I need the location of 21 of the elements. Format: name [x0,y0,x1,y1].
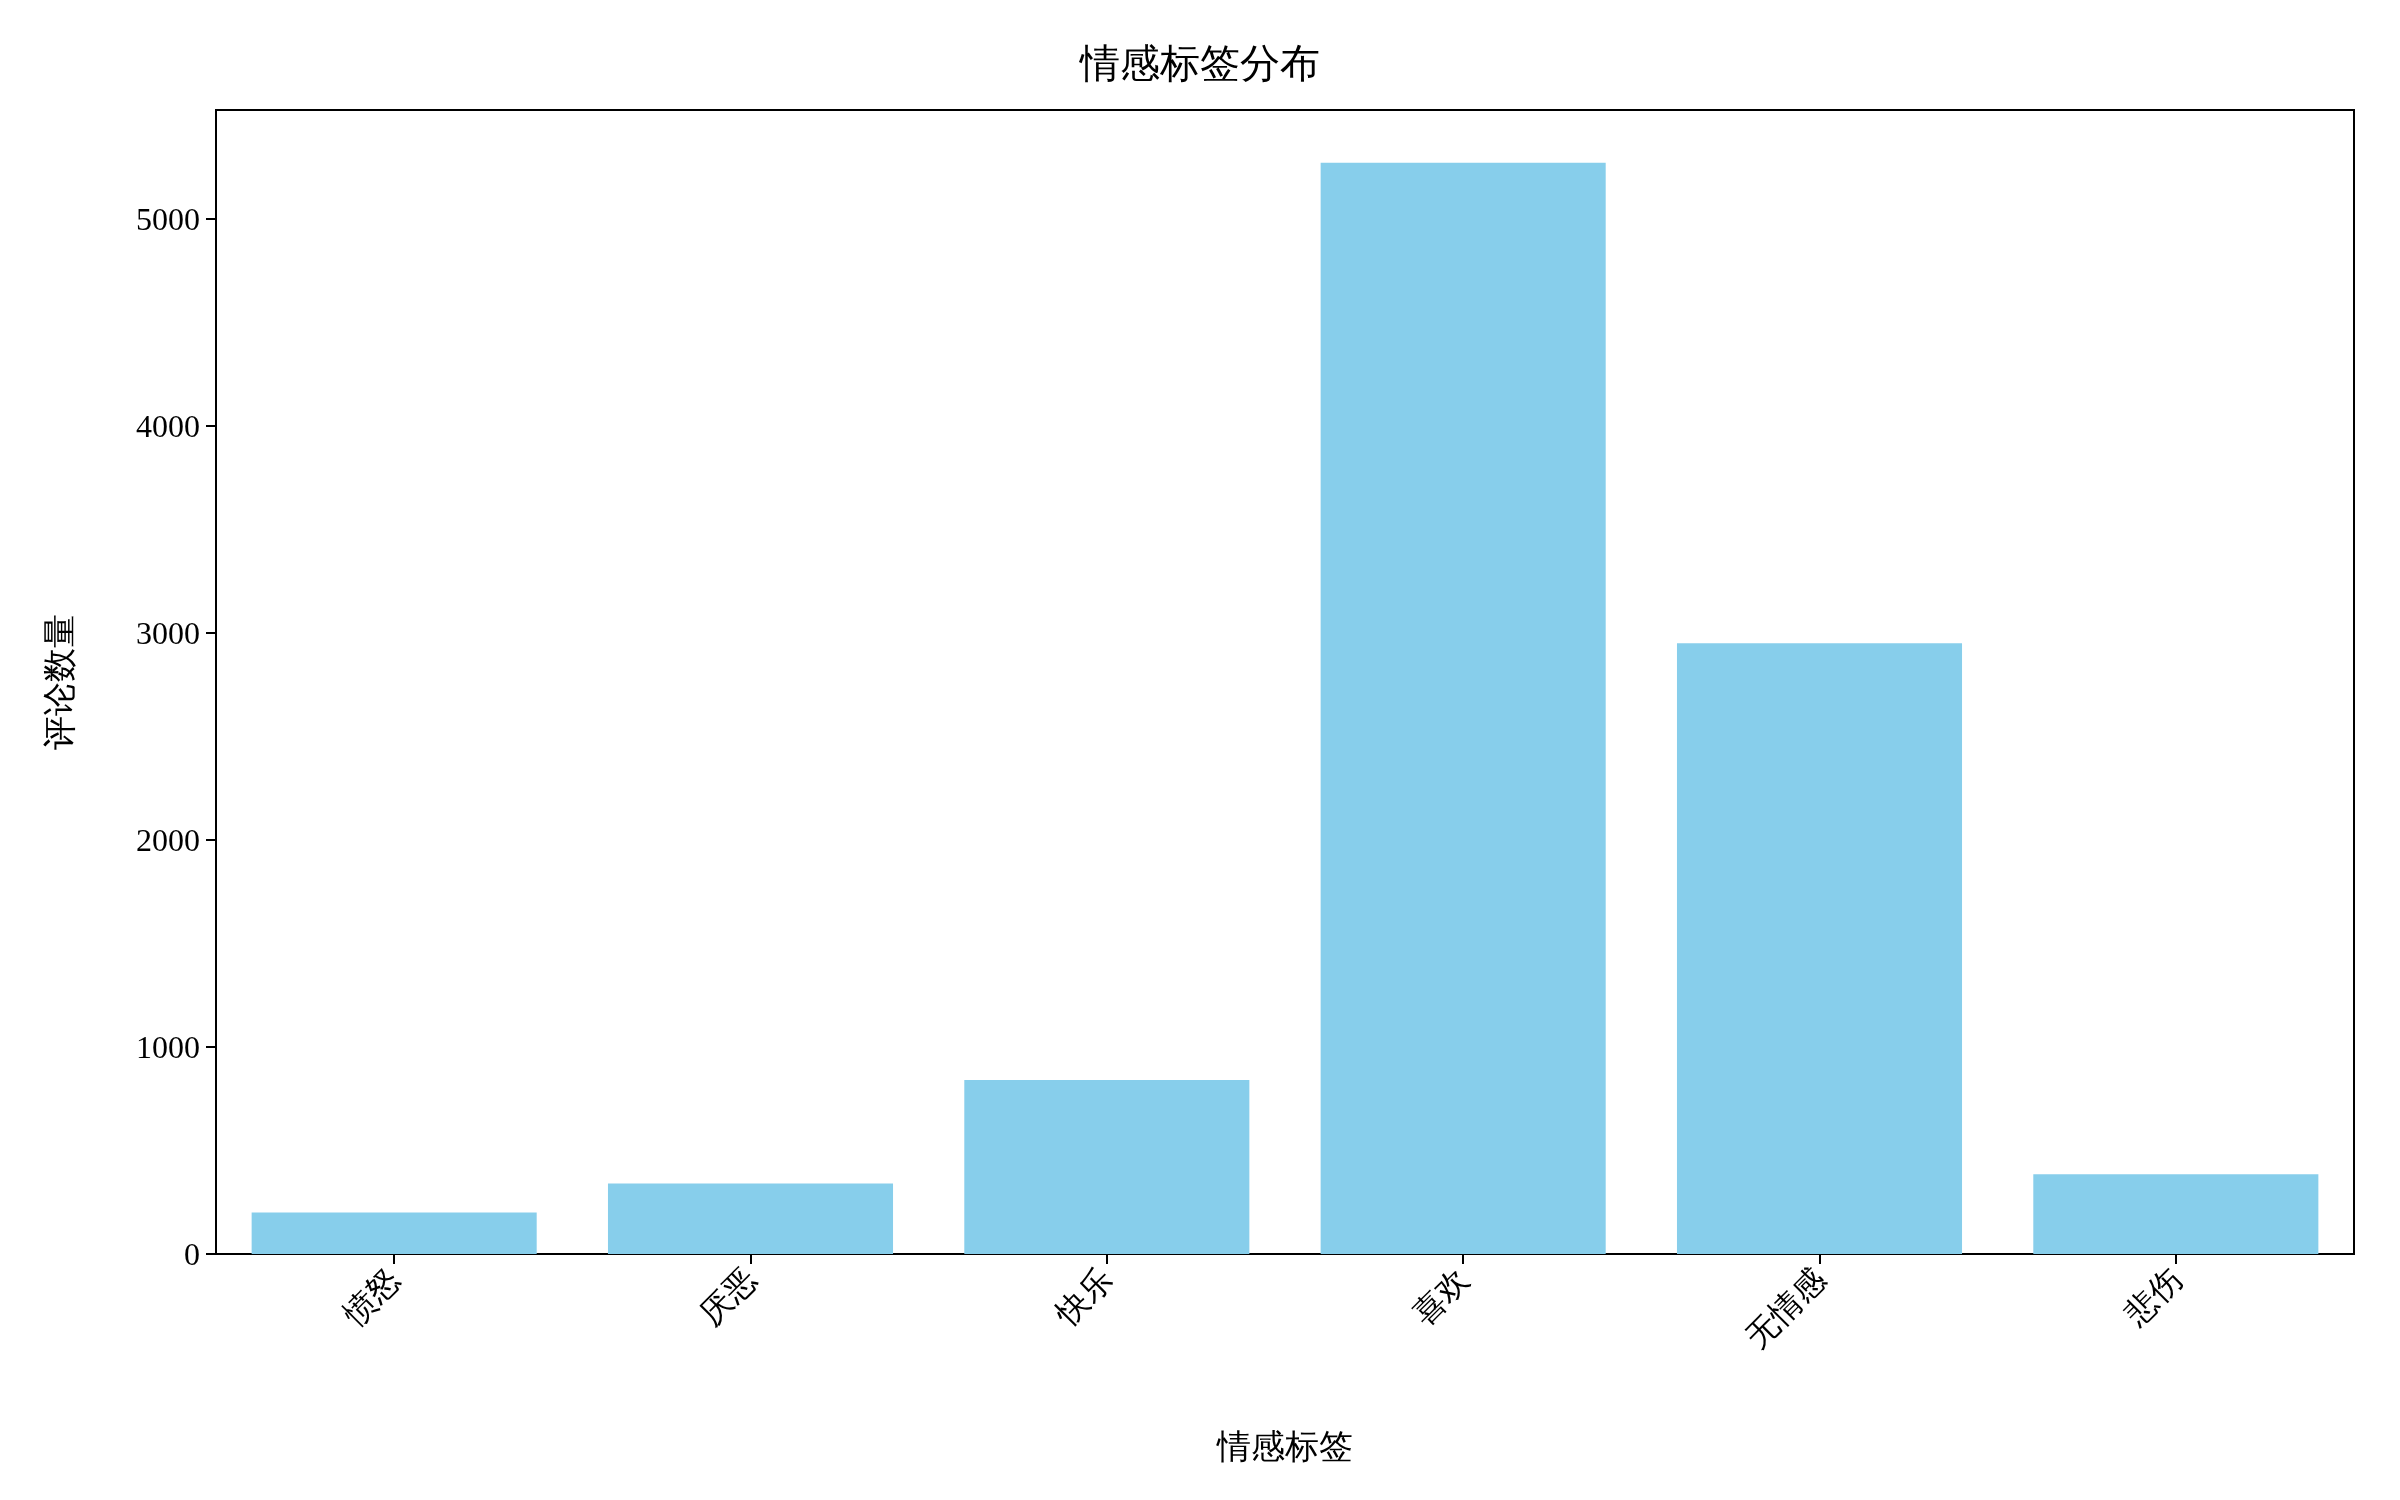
y-tick-label: 3000 [136,614,200,651]
x-axis-title: 情感标签 [1216,1427,1353,1465]
x-tick-label: 厌恶 [692,1261,764,1332]
x-tick-label: 愤怒 [335,1261,407,1333]
bar [1676,643,1963,1254]
x-tick-label: 快乐 [1048,1261,1120,1333]
x-tick-label: 无情感 [1738,1261,1833,1355]
y-tick-label: 2000 [136,821,200,858]
bar [251,1212,537,1254]
y-tick-label: 1000 [136,1028,200,1065]
chart-title: 情感标签分布 [1078,40,1320,86]
bar [607,1183,894,1254]
bar [1320,162,1606,1254]
y-tick-label: 5000 [136,200,200,237]
bar [964,1080,1250,1254]
x-tick-label: 喜欢 [1405,1261,1476,1332]
x-tick-label: 悲伤 [2117,1261,2189,1333]
y-tick-label: 4000 [136,407,200,444]
y-axis-title: 评论数量 [40,614,78,750]
y-tick-label: 0 [184,1236,200,1272]
bar [2033,1174,2319,1254]
